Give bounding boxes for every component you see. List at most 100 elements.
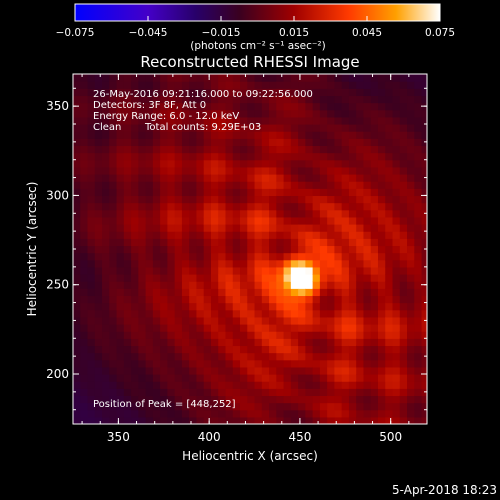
heatmap-cell <box>210 324 219 332</box>
heatmap-cell <box>348 202 357 211</box>
colorbar-tick-label: −0.075 <box>56 27 95 39</box>
heatmap-cell <box>102 74 110 75</box>
heatmap-cell <box>298 316 306 325</box>
heatmap-cell <box>305 231 314 239</box>
heatmap-cell <box>73 224 81 232</box>
heatmap-cell <box>305 238 314 247</box>
heatmap-cell <box>407 195 415 204</box>
heatmap-cell <box>319 216 328 225</box>
heatmap-cell <box>174 116 183 125</box>
heatmap-cell <box>327 324 336 332</box>
heatmap-cell <box>298 324 306 332</box>
heatmap-cell <box>429 131 437 139</box>
heatmap-cell <box>196 116 205 125</box>
heatmap-cell <box>73 381 74 389</box>
heatmap-cell <box>269 109 277 118</box>
heatmap-cell <box>232 181 241 189</box>
heatmap-cell <box>189 238 198 247</box>
heatmap-cell <box>73 209 81 218</box>
heatmap-cell <box>356 102 365 111</box>
heatmap-cell <box>276 345 285 354</box>
heatmap-cell <box>348 309 357 318</box>
heatmap-cell <box>290 166 299 175</box>
heatmap-cell <box>377 188 386 197</box>
heatmap-cell <box>152 302 161 311</box>
heatmap-cell <box>392 202 401 211</box>
heatmap-cell <box>261 159 270 168</box>
heatmap-cell <box>116 159 125 168</box>
heatmap-cell <box>160 81 168 89</box>
heatmap-cell <box>109 74 118 75</box>
heatmap-cell <box>109 331 118 339</box>
heatmap-cell <box>203 331 212 339</box>
heatmap-cell <box>160 388 168 397</box>
heatmap-cell <box>109 152 118 161</box>
heatmap-cell <box>73 309 81 318</box>
heatmap-cell <box>421 324 427 332</box>
heatmap-cell <box>153 424 161 432</box>
heatmap-cell <box>414 324 423 332</box>
heatmap-cell <box>290 331 299 339</box>
heatmap-cell <box>240 202 248 211</box>
heatmap-cell <box>334 216 343 225</box>
heatmap-cell <box>232 238 241 247</box>
heatmap-cell <box>189 424 197 432</box>
heatmap-cell <box>232 309 241 318</box>
heatmap-cell <box>196 266 205 275</box>
heatmap-cell <box>385 274 394 282</box>
heatmap-cell <box>312 159 321 168</box>
heatmap-cell <box>392 252 401 261</box>
heatmap-cell <box>152 252 161 261</box>
heatmap-cell <box>356 252 365 261</box>
heatmap-cell <box>73 216 74 225</box>
heatmap-cell <box>298 266 306 275</box>
heatmap-cell <box>276 309 285 318</box>
heatmap-cell <box>363 95 372 104</box>
heatmap-cell <box>152 395 161 404</box>
heatmap-cell <box>414 359 423 368</box>
heatmap-cell <box>196 224 205 232</box>
heatmap-cell <box>218 359 227 368</box>
heatmap-cell <box>414 188 423 197</box>
heatmap-cell <box>261 109 270 118</box>
heatmap-cell <box>189 395 198 404</box>
heatmap-cell <box>319 366 328 375</box>
heatmap-cell <box>363 345 372 354</box>
heatmap-cell <box>414 309 423 318</box>
heatmap-cell <box>247 416 256 424</box>
heatmap-cell <box>80 81 89 89</box>
heatmap-cell <box>429 410 437 418</box>
heatmap-cell <box>225 81 234 89</box>
heatmap-cell <box>210 124 219 132</box>
heatmap-cell <box>116 259 125 268</box>
heatmap-cell <box>254 316 263 325</box>
heatmap-cell <box>305 345 314 354</box>
heatmap-cell <box>87 295 96 304</box>
heatmap-cell <box>210 359 219 368</box>
heatmap-cell <box>232 95 241 104</box>
heatmap-cell <box>429 203 437 211</box>
heatmap-cell <box>94 274 103 282</box>
heatmap-cell <box>370 274 379 282</box>
heatmap-cell <box>312 274 321 282</box>
heatmap-cell <box>319 266 328 275</box>
heatmap-cell <box>218 131 227 139</box>
heatmap-cell <box>218 316 227 325</box>
heatmap-cell <box>102 131 110 139</box>
heatmap-cell <box>138 224 147 232</box>
heatmap-cell <box>407 74 415 75</box>
heatmap-cell <box>131 124 139 132</box>
heatmap-cell <box>116 145 125 154</box>
heatmap-cell <box>363 174 372 182</box>
heatmap-cell <box>116 395 125 404</box>
heatmap-cell <box>370 124 379 132</box>
heatmap-cell <box>203 109 212 118</box>
heatmap-cell <box>123 252 132 261</box>
heatmap-cell <box>116 224 125 232</box>
heatmap-cell <box>334 266 343 275</box>
heatmap-cell <box>181 188 190 197</box>
heatmap-cell <box>399 74 408 75</box>
heatmap-cell <box>225 102 234 111</box>
heatmap-cell <box>203 395 212 404</box>
